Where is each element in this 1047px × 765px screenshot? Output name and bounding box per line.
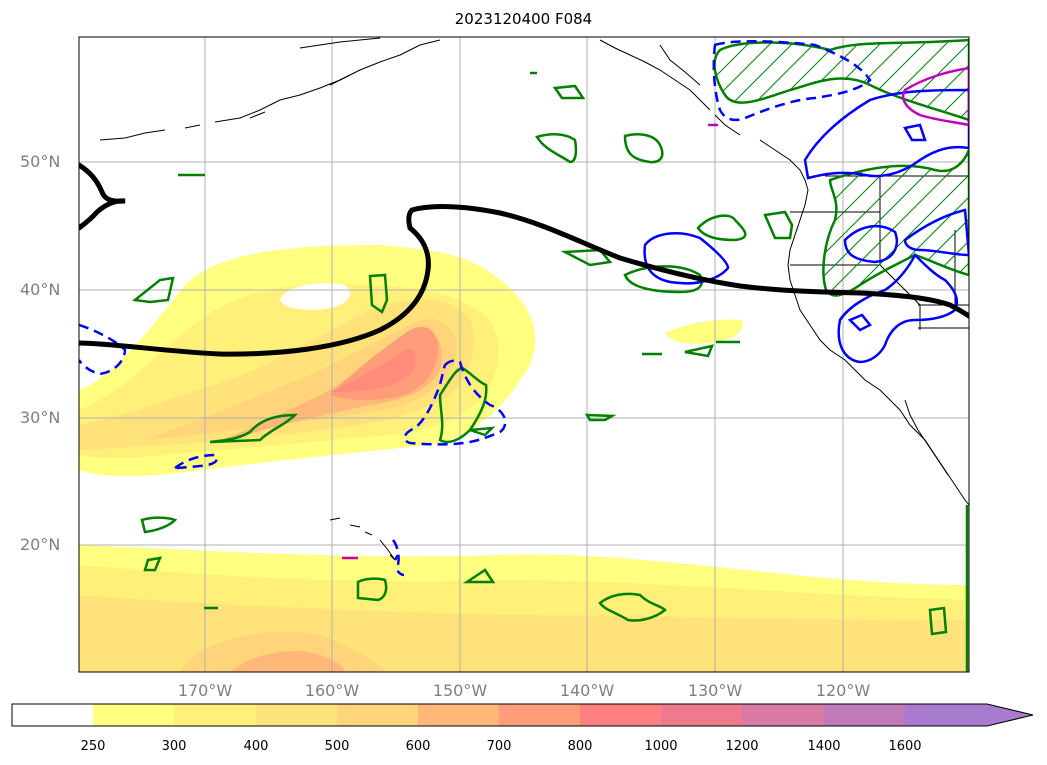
lat-label-50n: 50°N bbox=[20, 152, 61, 171]
green-contours bbox=[131, 71, 969, 672]
colorbar bbox=[11, 703, 1034, 727]
map-area bbox=[79, 37, 969, 672]
colorbar-label-1600: 1600 bbox=[888, 739, 922, 754]
lat-label-30n: 30°N bbox=[20, 408, 61, 427]
coastlines bbox=[99, 37, 969, 561]
colorbar-label-300: 300 bbox=[161, 739, 187, 754]
thick-black-contour bbox=[79, 162, 969, 357]
colorbar-label-1200: 1200 bbox=[725, 739, 759, 754]
map-frame bbox=[78, 36, 970, 673]
blue-dashed-contours bbox=[79, 40, 872, 577]
colorbar-label-800: 800 bbox=[567, 739, 593, 754]
lon-label-160w: 160°W bbox=[304, 681, 360, 700]
lon-label-150w: 150°W bbox=[432, 681, 488, 700]
colorbar-label-250: 250 bbox=[80, 739, 106, 754]
lat-label-20n: 20°N bbox=[20, 535, 61, 554]
lon-label-120w: 120°W bbox=[815, 681, 871, 700]
lon-label-130w: 130°W bbox=[687, 681, 743, 700]
colorbar-label-400: 400 bbox=[243, 739, 269, 754]
magenta-contours bbox=[342, 66, 969, 560]
colorbar-label-600: 600 bbox=[405, 739, 431, 754]
map-title: 2023120400 F084 bbox=[454, 10, 593, 28]
lat-label-40n: 40°N bbox=[20, 280, 61, 299]
lon-label-140w: 140°W bbox=[559, 681, 615, 700]
colorbar-label-700: 700 bbox=[486, 739, 512, 754]
colorbar-label-1400: 1400 bbox=[807, 739, 841, 754]
colorbar-label-500: 500 bbox=[324, 739, 350, 754]
colorbar-label-1000: 1000 bbox=[644, 739, 678, 754]
lon-label-170w: 170°W bbox=[177, 681, 233, 700]
